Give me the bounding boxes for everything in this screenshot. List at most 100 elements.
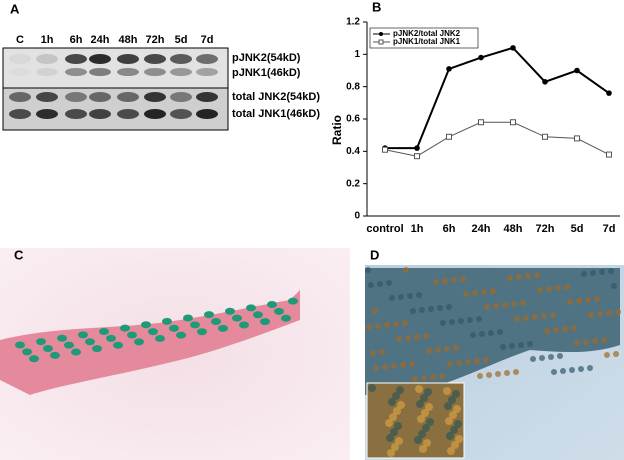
cell <box>425 403 433 411</box>
cell <box>452 390 460 398</box>
cell <box>446 432 454 440</box>
cell <box>421 409 429 417</box>
band <box>36 109 58 119</box>
marker <box>382 146 388 153</box>
cell <box>520 300 526 306</box>
nucleus <box>43 345 53 352</box>
cell <box>440 320 446 326</box>
nucleus <box>169 324 179 332</box>
cell <box>444 402 452 410</box>
cell <box>428 306 434 312</box>
cell <box>481 289 487 295</box>
cell <box>403 267 409 273</box>
cell <box>419 307 425 313</box>
cell <box>368 384 376 392</box>
cell <box>379 349 385 355</box>
cell <box>497 329 503 335</box>
marker <box>606 151 612 158</box>
cell <box>592 338 598 344</box>
cell <box>523 315 529 321</box>
nucleus <box>176 331 186 339</box>
nucleus <box>253 311 263 319</box>
cell <box>375 323 381 329</box>
cell <box>504 370 510 376</box>
cell <box>458 318 464 324</box>
nucleus <box>127 331 137 339</box>
legend-marker <box>378 39 384 45</box>
cell <box>571 325 577 331</box>
cell <box>447 361 453 367</box>
series-line <box>385 46 610 150</box>
nucleus <box>15 341 25 349</box>
cell <box>550 312 556 318</box>
band <box>117 109 139 119</box>
cell <box>447 447 455 455</box>
cell <box>445 417 453 425</box>
cell <box>601 337 607 343</box>
nucleus <box>57 334 67 342</box>
cell <box>390 428 398 436</box>
cell <box>551 369 557 375</box>
nucleus <box>29 355 39 363</box>
lane-label: 72h <box>146 34 165 46</box>
cell <box>412 376 418 382</box>
legend-label: pJNK2/total JNK2 <box>393 29 461 38</box>
cells <box>365 267 621 382</box>
nucleus <box>246 304 256 312</box>
y-tick-label: 1 <box>354 49 360 60</box>
band <box>117 54 139 64</box>
cell <box>539 355 545 361</box>
cell <box>486 372 492 378</box>
cell <box>597 311 603 317</box>
y-tick-label: 0.2 <box>346 178 360 189</box>
cell <box>455 435 463 443</box>
cell <box>453 405 461 413</box>
cell <box>585 297 591 303</box>
band-label: pJNK1(46kD) <box>232 67 301 79</box>
cell <box>615 309 621 315</box>
cell <box>387 449 395 457</box>
nucleus <box>260 318 270 326</box>
nucleus <box>36 338 46 346</box>
band <box>9 54 31 64</box>
cell <box>393 407 401 415</box>
cell <box>472 290 478 296</box>
nucleus <box>22 348 32 356</box>
cell <box>467 317 473 323</box>
cell <box>454 420 462 428</box>
cell <box>420 394 428 402</box>
cell <box>613 351 619 357</box>
cell <box>599 269 605 275</box>
cell <box>502 302 508 308</box>
band-label: pJNK2(54kD) <box>232 52 301 64</box>
nuclei <box>15 297 298 363</box>
nucleus <box>183 314 193 322</box>
cell <box>590 270 596 276</box>
nucleus <box>99 328 109 335</box>
x-tick-label: 48h <box>504 223 523 235</box>
band <box>36 54 58 64</box>
x-tick-label: 72h <box>536 223 555 235</box>
cell <box>479 331 485 337</box>
cell <box>583 339 589 345</box>
cell <box>460 276 466 282</box>
x-tick-label: 7d <box>603 223 616 235</box>
cell <box>555 285 561 291</box>
cell <box>534 272 540 278</box>
nucleus <box>232 314 242 322</box>
cell <box>402 320 408 326</box>
cell <box>451 441 459 449</box>
band <box>65 92 87 102</box>
cell <box>594 296 600 302</box>
band-label: total JNK1(46kD) <box>232 108 320 120</box>
lane-label: C <box>16 34 24 46</box>
series-line <box>384 121 610 157</box>
cell <box>389 413 397 421</box>
cell <box>495 371 501 377</box>
nucleus <box>239 321 249 329</box>
cell <box>377 281 383 287</box>
panel-label: B <box>372 0 381 14</box>
cell <box>488 330 494 336</box>
y-tick-label: 1.2 <box>346 17 360 28</box>
marker <box>510 119 516 126</box>
